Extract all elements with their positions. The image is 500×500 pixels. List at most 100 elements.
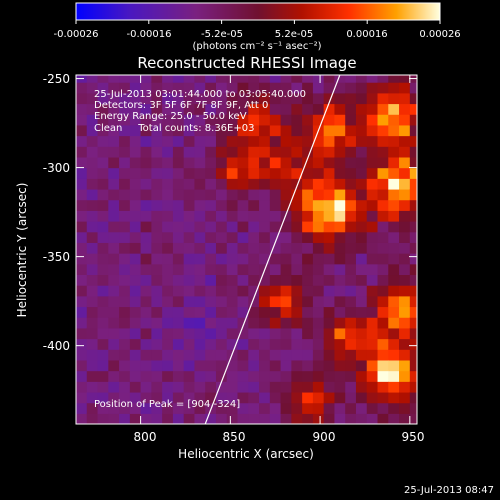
heatmap-cell	[108, 338, 120, 350]
heatmap-cell	[97, 391, 109, 404]
heatmap-cell	[377, 82, 389, 94]
heatmap-cell	[409, 210, 417, 222]
plot-frame	[75, 74, 418, 425]
heatmap-cell	[399, 124, 411, 137]
heatmap-cell	[226, 274, 239, 286]
heatmap-cell	[76, 231, 88, 243]
heatmap-cell	[259, 92, 271, 105]
heatmap-cell	[345, 231, 357, 243]
heatmap-cell	[312, 178, 325, 190]
heatmap-cell	[108, 391, 120, 404]
heatmap-cell	[140, 402, 152, 414]
heatmap-cell	[334, 156, 346, 169]
heatmap-cell	[205, 135, 217, 147]
heatmap-cell	[172, 221, 185, 233]
heatmap-cell	[129, 306, 142, 318]
heatmap-cell	[194, 391, 206, 404]
heatmap-cell	[409, 199, 417, 211]
heatmap-cell	[302, 274, 314, 286]
heatmap-cell	[399, 231, 411, 243]
heatmap-cell	[248, 82, 260, 94]
heatmap-cell	[377, 221, 389, 233]
heatmap-cell	[140, 92, 152, 105]
heatmap-cell	[366, 178, 379, 190]
heatmap-cell	[194, 221, 206, 233]
plot-title: Reconstructed RHESSI Image	[137, 54, 356, 72]
heatmap-cell	[119, 285, 131, 297]
heatmap-cell	[269, 381, 282, 393]
heatmap-cell	[259, 327, 271, 340]
heatmap-cell	[399, 381, 411, 393]
heatmap-cell	[215, 221, 228, 233]
heatmap-cell	[183, 402, 196, 414]
heatmap-cell	[108, 306, 120, 318]
heatmap-cell	[355, 295, 368, 308]
heatmap-cell	[377, 306, 389, 318]
heatmap-cell	[108, 114, 120, 126]
heatmap-cell	[323, 381, 336, 393]
heatmap-cell	[162, 359, 174, 372]
heatmap-cell	[194, 327, 206, 340]
heatmap-cell	[409, 295, 417, 308]
heatmap-cell	[345, 135, 357, 147]
x-tick-label-950: 950	[402, 430, 425, 444]
heatmap-cell	[183, 359, 196, 372]
heatmap-cell	[86, 178, 99, 190]
heatmap-cell	[248, 263, 260, 276]
heatmap-cell	[76, 349, 88, 361]
heatmap-cell	[302, 92, 314, 105]
heatmap-cell	[140, 114, 152, 126]
heatmap-cell	[269, 167, 282, 179]
heatmap-cell	[140, 274, 152, 286]
heatmap-cell	[172, 391, 185, 404]
heatmap-cell	[312, 103, 325, 115]
heatmap-cell	[194, 402, 206, 414]
heatmap-cell	[355, 391, 368, 404]
heatmap-cell	[140, 253, 152, 265]
heatmap-cell	[312, 413, 325, 424]
heatmap-cell	[355, 349, 368, 361]
heatmap-cell	[140, 263, 152, 276]
heatmap-cell	[345, 253, 357, 265]
heatmap-cell	[323, 167, 336, 179]
heatmap-cell	[409, 338, 417, 350]
clean-total-counts-text: Clean Total counts: 8.36E+03	[94, 123, 254, 134]
heatmap-cell	[194, 274, 206, 286]
heatmap-cell	[259, 188, 271, 201]
heatmap-cell	[280, 210, 292, 222]
heatmap-cell	[377, 263, 389, 276]
heatmap-cell	[108, 210, 120, 222]
heatmap-cell	[366, 156, 379, 169]
heatmap-cell	[76, 124, 88, 137]
heatmap-cell	[334, 221, 346, 233]
heatmap-cell	[302, 156, 314, 169]
heatmap-cell	[129, 82, 142, 94]
heatmap-cell	[345, 114, 357, 126]
heatmap-cell	[151, 221, 163, 233]
heatmap-cell	[119, 231, 131, 243]
heatmap-cell	[388, 135, 400, 147]
heatmap-cell	[86, 391, 99, 404]
heatmap-cell	[226, 263, 239, 276]
heatmap-cell	[312, 317, 325, 329]
heatmap-cell	[302, 317, 314, 329]
heatmap-cell	[86, 156, 99, 169]
heatmap-cell	[108, 381, 120, 393]
heatmap-cell	[151, 306, 163, 318]
heatmap-cell	[355, 82, 368, 94]
heatmap-cell	[151, 199, 163, 211]
heatmap-cell	[226, 413, 239, 424]
heatmap-cell	[172, 370, 185, 382]
heatmap-cell	[248, 285, 260, 297]
heatmap-cell	[119, 135, 131, 147]
heatmap-cell	[366, 391, 379, 404]
heatmap-cell	[129, 92, 142, 105]
heatmap-cell	[323, 317, 336, 329]
heatmap-cell	[108, 370, 120, 382]
heatmap-cell	[323, 210, 336, 222]
heatmap-cell	[76, 103, 88, 115]
heatmap-cell	[323, 221, 336, 233]
heatmap-cell	[86, 114, 99, 126]
heatmap-cell	[269, 210, 282, 222]
heatmap-cell	[259, 381, 271, 393]
